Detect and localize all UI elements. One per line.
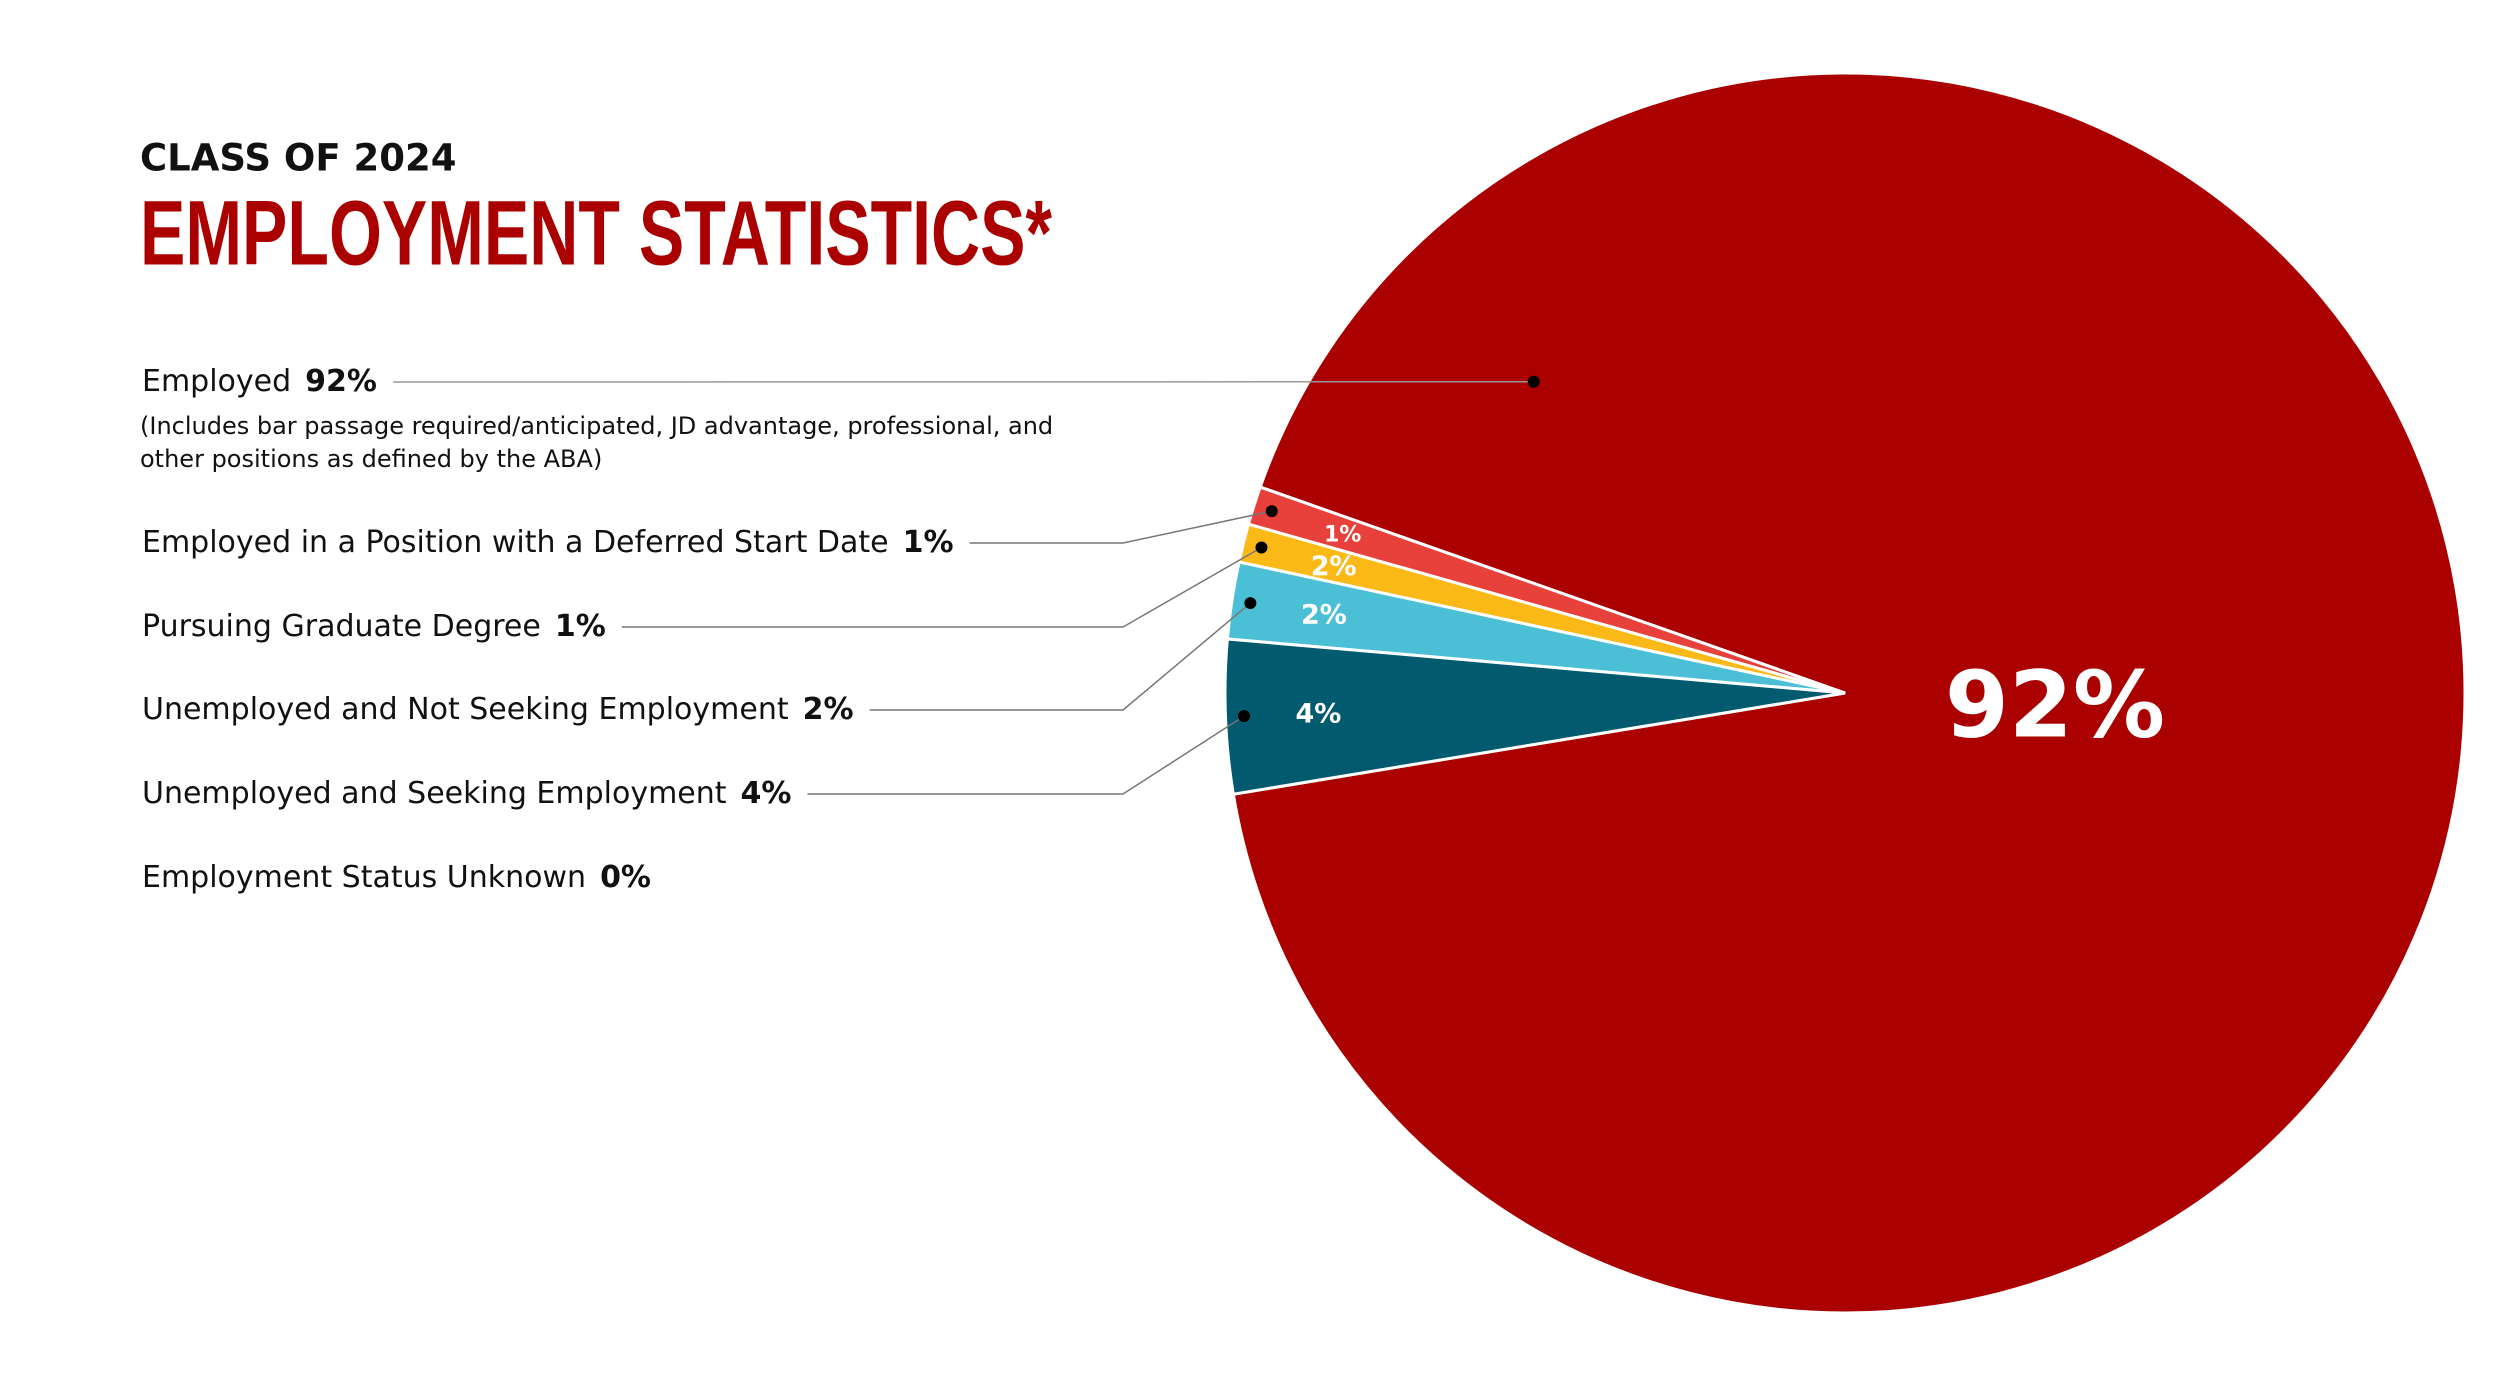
leader-line (869, 602, 1251, 711)
leader-line (621, 546, 1262, 628)
legend-label: Employed in a Position with a Deferred S… (142, 525, 889, 560)
slice-label: 4% (1295, 699, 1341, 730)
legend-label: Pursuing Graduate Degree (142, 609, 541, 644)
leader-line (969, 510, 1272, 544)
legend-value: 4% (741, 776, 792, 811)
chart-title: CLASS OF 2024 (140, 137, 456, 180)
leader-dot (1255, 541, 1268, 554)
leader-dot (1244, 597, 1257, 610)
legend: Employed 92% Employed in a Position with a… (142, 364, 1540, 895)
legend-value: 92% (305, 364, 377, 399)
chart-subtitle: EMPLOYMENT STATISTICS* (140, 182, 1052, 284)
leader-dot (1265, 505, 1278, 518)
legend-value: 1% (555, 609, 606, 644)
legend-entry: Employment Status Unknown 0% (142, 860, 651, 895)
note: (Includes bar passage required/anticipat… (140, 412, 1053, 440)
legend-entry: Unemployed and Not Seeking Employment 2% (142, 692, 854, 727)
legend-value: 2% (803, 692, 854, 727)
legend-label: Employed (142, 364, 291, 399)
slice-label: 2% (1301, 600, 1347, 631)
slice-label: 1% (1324, 523, 1361, 548)
pie: 92% 1% 2% 2% 4% (1223, 71, 2467, 1315)
legend-entry: Unemployed and Seeking Employment 4% (142, 776, 791, 811)
legend-label: Unemployed and Seeking Employment (142, 776, 727, 811)
pie-slice (1223, 637, 1846, 796)
legend-entry: Employed 92% (142, 364, 377, 399)
slice-label: 92% (1945, 652, 2165, 759)
legend-label: Employment Status Unknown (142, 860, 586, 895)
slice-label: 2% (1311, 551, 1357, 582)
legend-value: 1% (903, 525, 954, 560)
legend-entry: Employed in a Position with a Deferred S… (142, 525, 954, 560)
leader-dot (1238, 710, 1251, 723)
note: other positions as defined by the ABA) (140, 445, 602, 473)
legend-entry: Pursuing Graduate Degree 1% (142, 609, 606, 644)
legend-label: Unemployed and Not Seeking Employment (142, 692, 789, 727)
leader-line (807, 715, 1245, 795)
legend-value: 0% (600, 860, 651, 895)
leader-dot (1527, 375, 1540, 388)
pie-slice (1231, 71, 2467, 1315)
